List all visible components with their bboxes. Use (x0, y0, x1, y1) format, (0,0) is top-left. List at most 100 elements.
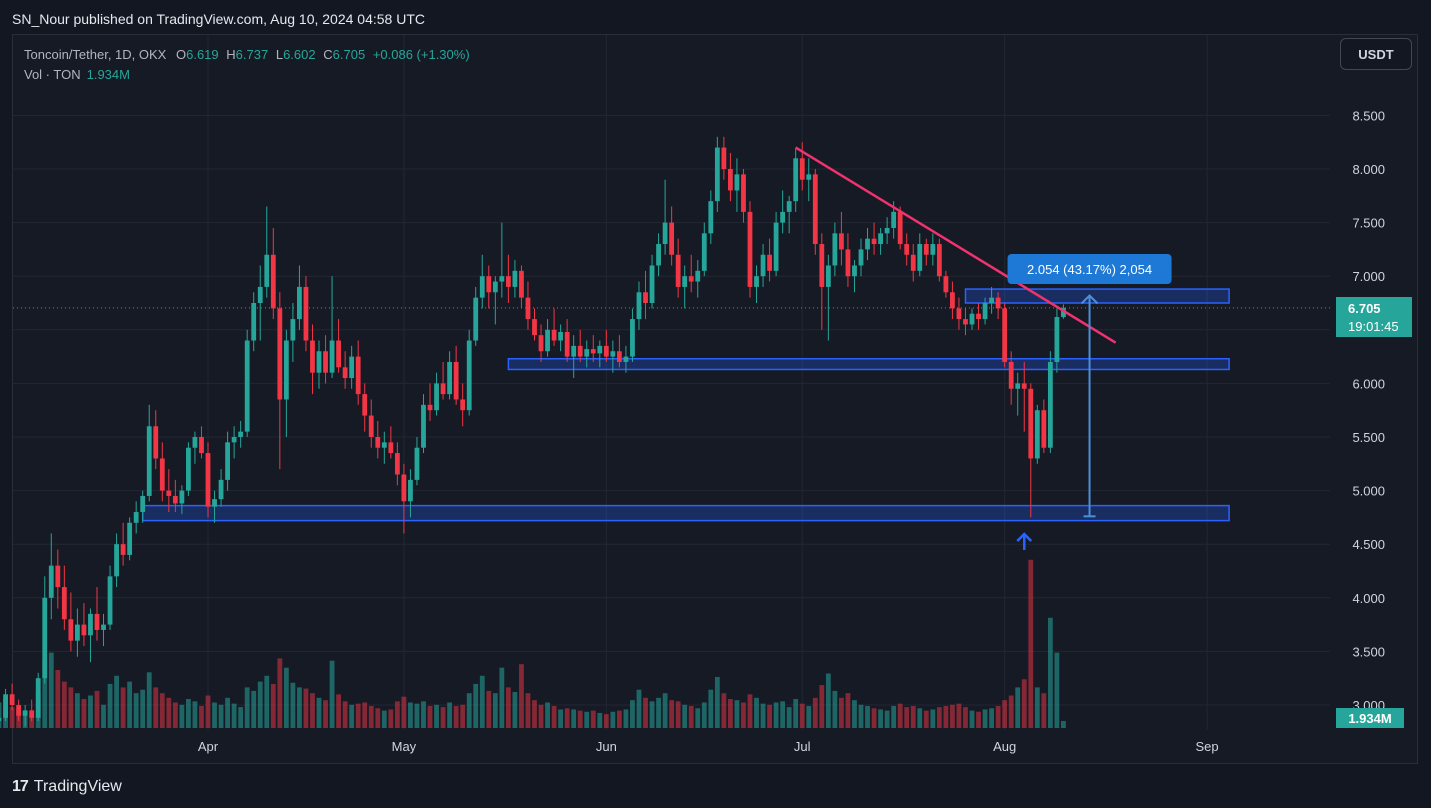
volume-bar (447, 702, 453, 728)
volume-bar (741, 702, 746, 728)
candle-body (839, 233, 844, 250)
y-tick-label: 7.000 (1352, 269, 1385, 284)
candle-body (695, 270, 701, 282)
volume-bar (701, 702, 707, 728)
candle-body (244, 340, 250, 432)
tradingview-logo-icon: 17 (12, 778, 29, 795)
candle-body (355, 356, 361, 395)
volume-badge (1336, 708, 1404, 728)
candle-body (662, 222, 668, 245)
volume-bar (336, 694, 341, 728)
candle-body (852, 265, 857, 277)
volume-bar (244, 687, 250, 728)
candle-body (264, 254, 270, 287)
candle-body (545, 329, 550, 352)
volume-bar (270, 683, 276, 728)
x-tick-label: Sep (1196, 739, 1219, 754)
volume-bar (845, 693, 851, 728)
candle-body (349, 356, 355, 379)
volume-bar (682, 704, 688, 728)
volume-bar (1015, 687, 1021, 728)
volume-bar (342, 701, 348, 728)
measure-label: 2.054 (43.17%) 2,054 (1027, 262, 1152, 277)
y-tick-label: 4.500 (1352, 537, 1385, 552)
candle-body (277, 308, 283, 400)
volume-bar (1047, 617, 1053, 728)
volume-bar (283, 667, 289, 728)
candle-body (845, 249, 851, 277)
x-tick-label: Aug (993, 739, 1016, 754)
candle-body (636, 292, 642, 320)
volume-bar (865, 705, 870, 728)
candle-body (61, 587, 67, 620)
volume-bar (427, 705, 433, 728)
candle-body (303, 286, 309, 341)
tradingview-logo[interactable]: 17 TradingView (12, 778, 122, 796)
volume-bar (153, 687, 159, 728)
candle-body (512, 270, 518, 287)
volume-bar (401, 696, 407, 728)
candle-body (388, 442, 394, 454)
candle-body (0, 717, 2, 722)
y-tick-label: 4.000 (1352, 591, 1385, 606)
candle-body (884, 227, 890, 234)
candle-body (982, 303, 988, 320)
legend-symbol[interactable]: Toncoin/Tether, 1D, OKX (24, 47, 167, 62)
drawings[interactable]: 2.054 (43.17%) 2,054 (13, 146, 1330, 551)
candle-body (9, 694, 15, 705)
candle-body (153, 426, 159, 459)
volume-bar (460, 704, 466, 728)
candle-body (179, 490, 185, 504)
candle-body (865, 238, 870, 250)
legend-volume-label[interactable]: Vol · TON (24, 67, 81, 82)
volume-bar (199, 705, 204, 728)
candle-body (943, 276, 949, 293)
volume-bar (519, 664, 524, 728)
legend-volume: 1.934M (86, 67, 130, 82)
candle-body (1028, 388, 1034, 459)
volume-bar (630, 700, 635, 728)
candle-body (368, 415, 374, 437)
candle-body (375, 437, 381, 448)
candle-body (532, 319, 537, 336)
volume-bar (623, 709, 629, 728)
volume-bar (956, 703, 962, 728)
volume-bar (316, 697, 322, 728)
volume-bar (205, 695, 211, 728)
trendline (795, 146, 1117, 344)
x-tick-label: Jul (794, 739, 811, 754)
candle-body (120, 544, 126, 555)
volume-bar (950, 704, 955, 728)
volume-bar (0, 702, 2, 728)
legend-change: +0.086 (+1.30%) (372, 47, 470, 62)
y-tick-label: 7.500 (1352, 216, 1385, 231)
volume-bar (695, 708, 701, 728)
volume-bar (969, 710, 975, 728)
volume-bar (721, 693, 727, 728)
legend-low-label: L (275, 47, 284, 62)
volume-bar (264, 675, 270, 728)
candle-body (290, 319, 296, 341)
candle-body (499, 276, 505, 282)
currency-button[interactable]: USDT (1340, 38, 1412, 70)
volume-bar (290, 682, 296, 728)
volume-bar (1002, 700, 1008, 728)
volume-bar (1028, 559, 1034, 728)
support-zone (507, 357, 1230, 371)
candle-body (427, 404, 433, 411)
volume-bar (943, 705, 949, 728)
candle-body (976, 313, 981, 320)
candle-body (3, 694, 8, 718)
candle-body (682, 276, 688, 287)
candle-body (747, 211, 753, 287)
volume-bar (852, 700, 857, 728)
candle-body (584, 349, 590, 357)
candle-body (434, 383, 439, 411)
volume-bar (525, 693, 531, 728)
candle-body (930, 244, 936, 255)
volume-bar (923, 710, 929, 728)
x-tick-label: Jun (596, 739, 617, 754)
candle-body (460, 399, 466, 411)
volume-bar (675, 701, 681, 728)
